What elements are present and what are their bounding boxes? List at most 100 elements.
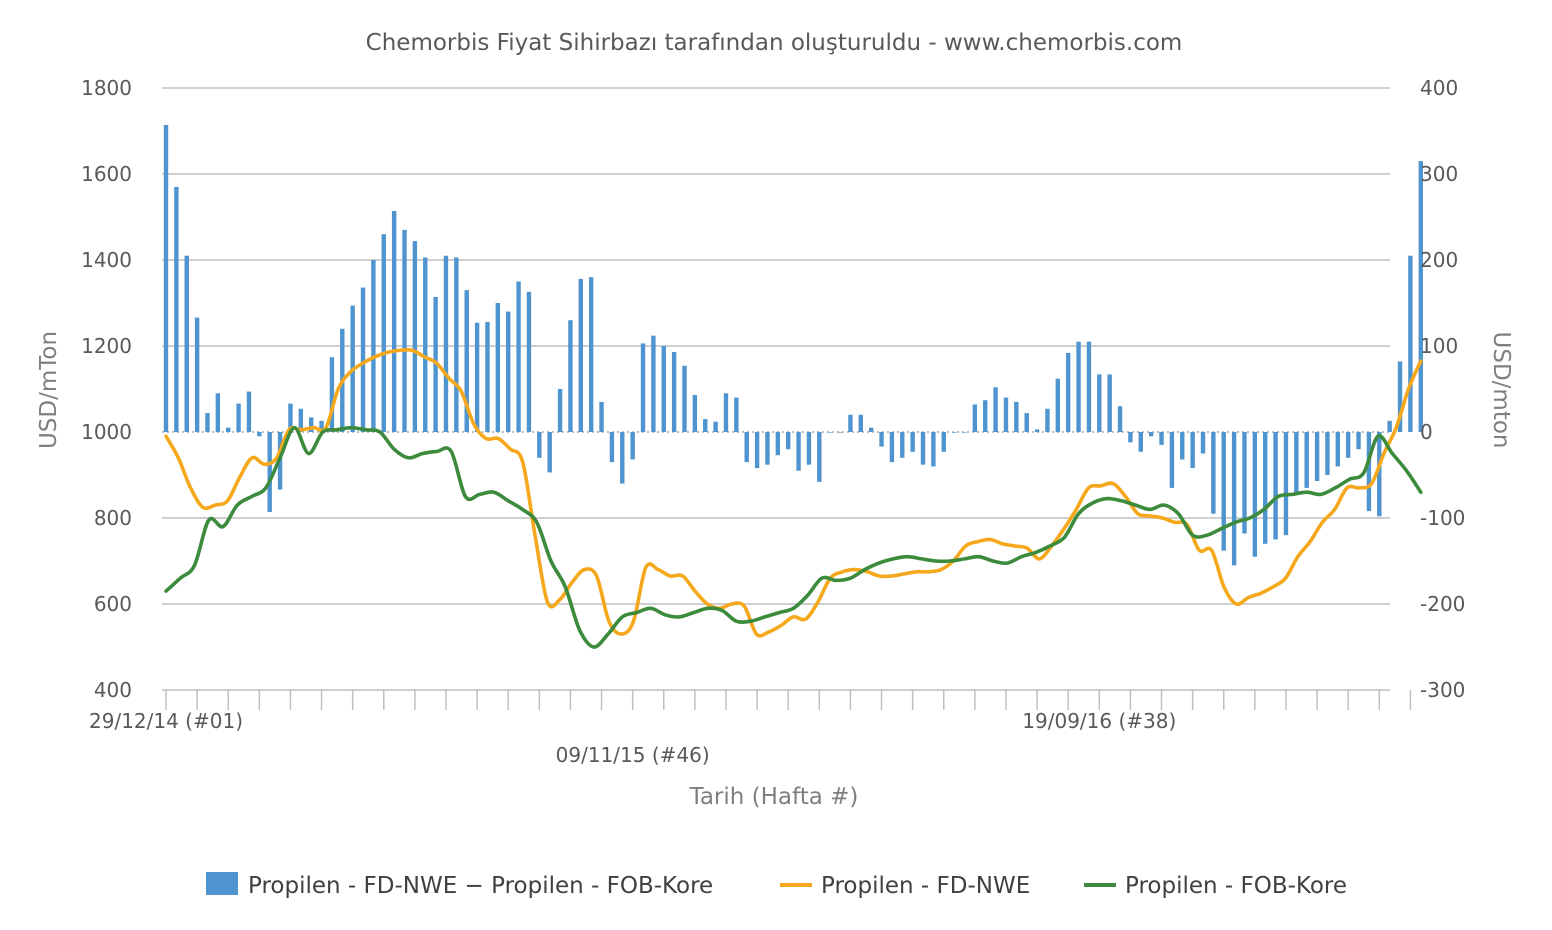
spread-bar [1283,432,1289,536]
spread-bar [474,322,480,432]
spread-bar [184,255,189,432]
spread-bar [1138,432,1143,452]
spread-bar [1190,432,1195,469]
spread-bar [1231,432,1237,566]
spread-bar [1345,432,1351,458]
spread-bar [1356,432,1361,450]
spread-bar [526,291,532,432]
y-right-tick-label: -300 [1420,678,1465,702]
spread-bar [1055,378,1061,432]
spread-bar [692,395,698,432]
spread-bar [951,432,957,433]
spread-bar [588,277,594,432]
spread-bar [1148,432,1154,437]
spread-bar [620,432,625,484]
spread-bar [941,432,946,452]
y-left-tick-label: 600 [94,592,132,616]
spread-bar [1097,374,1102,432]
y-right-tick-label: -200 [1420,592,1465,616]
grid [162,87,1390,605]
spread-bar [1180,432,1185,460]
chart-title: Chemorbis Fiyat Sihirbazı tarafından olu… [366,30,1183,56]
spread-bars [163,124,1423,566]
spread-bar [1211,432,1216,514]
spread-bar [1221,432,1226,551]
spread-bar [423,257,428,432]
spread-bar [1377,432,1382,517]
spread-bar [682,365,687,432]
y-axis-left-title: USD/mTon [36,331,62,449]
spread-bar [1408,255,1413,432]
spread-bar [972,404,978,432]
spread-bar [1128,432,1133,443]
spread-bar [671,352,677,432]
spread-bar [879,432,884,447]
spread-bar [288,403,293,432]
spread-bar [827,432,832,433]
legend-label: Propilen - FOB-Kore [1125,873,1347,899]
spread-bar [568,320,573,432]
spread-bar [703,419,708,432]
spread-bar [1107,374,1112,432]
fd-nwe-line [164,347,1423,638]
spread-bar [319,420,324,432]
spread-bar [609,432,615,463]
axes: 1800 400 1600 300 1400 200 1200 100 1000 0 800 -100… [81,76,1465,767]
spread-bar [329,357,335,432]
spread-bar [578,278,583,432]
spread-bar [1159,432,1164,445]
x-tick-label: 19/09/16 (#38) [1022,709,1176,733]
y-right-tick-label: 300 [1420,162,1458,186]
y-left-tick-label: 1800 [81,76,132,100]
spread-bar [1242,432,1247,534]
spread-bar [900,432,905,458]
spread-bar [1325,432,1330,475]
spread-bar [775,432,781,456]
spread-bar [215,393,221,432]
spread-bar [744,432,749,463]
y-left-tick-label: 1200 [81,334,132,358]
spread-bar [1397,361,1403,432]
spread-bar [630,432,635,460]
spread-bar [1294,432,1299,494]
legend-item-fd-nwe: Propilen - FD-NWE [780,873,1030,899]
y-right-tick-label: 200 [1420,248,1458,272]
spread-bar [174,186,179,432]
spread-bar [1003,397,1009,432]
spread-bar [1117,406,1123,432]
spread-bar [1387,420,1392,432]
spread-bar [308,417,314,432]
spread-bar [734,397,739,432]
spread-bar [1024,413,1029,432]
legend-item-fob-kore: Propilen - FOB-Kore [1084,873,1347,899]
spread-bar [754,432,760,469]
spread-bar [931,432,936,467]
spread-bar [1273,432,1278,540]
x-axis-title: Tarih (Hafta #) [689,784,859,810]
spread-bar [920,432,926,465]
y-axis-right-title: USD/mton [1488,332,1514,449]
spread-bar [246,391,252,432]
spread-bar [868,427,874,432]
x-tick-label: 09/11/15 (#46) [556,743,710,767]
spread-bar [236,403,241,432]
spread-bar [371,260,376,432]
y-left-tick-label: 1000 [81,420,132,444]
spread-bar [796,432,801,471]
spread-bar [1169,432,1175,488]
fob-kore-line [164,425,1423,649]
spread-bar [506,311,511,432]
y-right-tick-label: -100 [1420,506,1465,530]
spread-bar [817,432,822,482]
spread-bar [661,346,666,432]
y-left-tick-label: 800 [94,506,132,530]
spread-bar [381,234,386,432]
spread-bar [1034,429,1040,432]
spread-bar [723,393,729,432]
spread-bar [848,414,853,432]
spread-bar [516,281,521,432]
spread-bar [889,432,895,463]
legend-label: Propilen - FD-NWE − Propilen - FOB-Kore [248,873,713,899]
spread-bar [1314,432,1320,482]
spread-bar [391,210,397,432]
